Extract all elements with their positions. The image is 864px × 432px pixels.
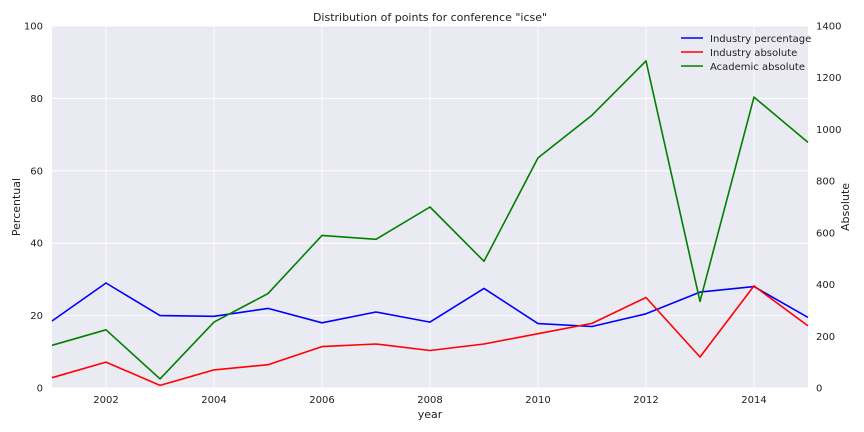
y-tick-label-left: 80 (30, 94, 43, 105)
x-tick-label: 2010 (525, 395, 550, 406)
y-tick-label-left: 40 (30, 239, 43, 250)
tick-labels: 0204060801000200400600800100012001400200… (24, 22, 842, 407)
legend: Industry percentage Industry absolute Ac… (681, 34, 811, 73)
y-tick-label-right: 0 (816, 384, 822, 395)
chart-title: Distribution of points for conference "i… (313, 11, 547, 24)
x-tick-label: 2014 (741, 395, 766, 406)
y-tick-label-left: 100 (24, 22, 43, 33)
legend-label-industry-absolute: Industry absolute (710, 48, 797, 59)
y-axis-label-left: Percentual (10, 178, 23, 236)
y-tick-label-right: 400 (816, 280, 835, 291)
x-tick-label: 2006 (309, 395, 334, 406)
x-tick-label: 2002 (93, 395, 118, 406)
y-tick-label-right: 1000 (816, 125, 841, 136)
x-tick-label: 2008 (417, 395, 442, 406)
series-line-industry-percentage (51, 282, 809, 328)
y-tick-label-right: 1400 (816, 22, 841, 33)
y-tick-label-right: 1200 (816, 73, 841, 84)
series-lines (51, 60, 809, 387)
legend-label-industry-percentage: Industry percentage (710, 34, 811, 45)
y-tick-label-left: 20 (30, 311, 43, 322)
series-line-academic-absolute (51, 60, 809, 380)
legend-label-academic-absolute: Academic absolute (710, 62, 805, 73)
y-tick-label-right: 600 (816, 228, 835, 239)
y-tick-label-left: 60 (30, 166, 43, 177)
y-axis-label-right: Absolute (839, 183, 852, 231)
y-tick-label-right: 200 (816, 332, 835, 343)
y-tick-label-right: 800 (816, 177, 835, 188)
x-tick-label: 2004 (201, 395, 226, 406)
series-line-industry-absolute (51, 285, 809, 387)
y-tick-label-left: 0 (37, 384, 43, 395)
x-tick-label: 2012 (633, 395, 658, 406)
x-axis-label: year (418, 408, 443, 421)
